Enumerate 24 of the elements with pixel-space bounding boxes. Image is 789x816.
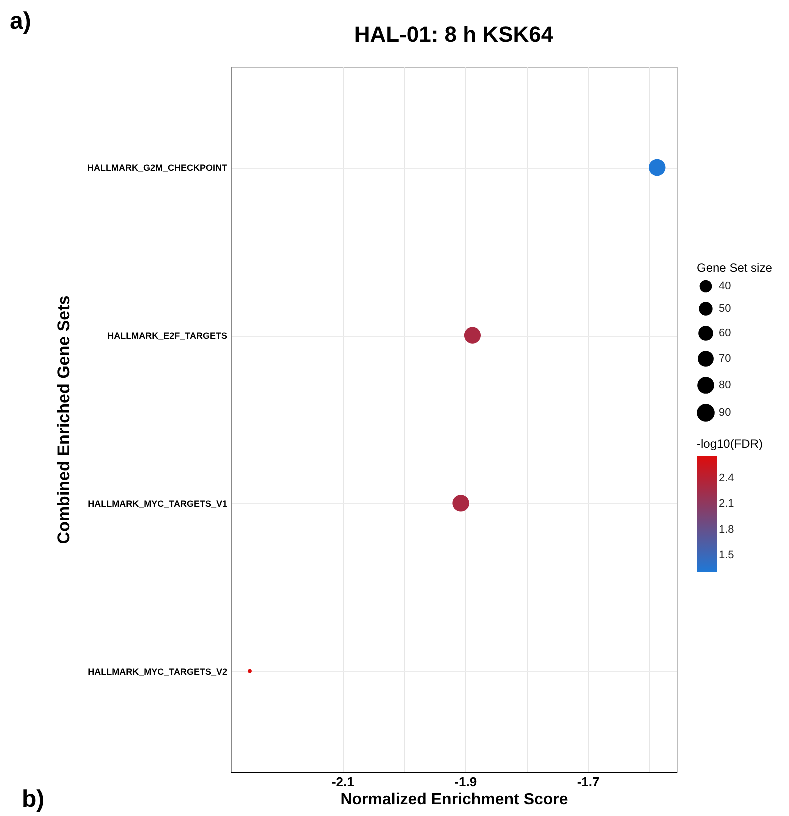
x-tick-label: -1.7 [577,774,600,790]
y-tick-label: HALLMARK_E2F_TARGETS [108,331,228,342]
legend-label: 80 [719,380,732,392]
color-bar-title: -log10(FDR) [697,437,764,451]
legend-title: Gene Set size [697,261,773,275]
color-bar-label: 2.1 [719,498,734,510]
color-bar-label: 2.4 [719,472,734,484]
chart-title: HAL-01: 8 h KSK64 [354,22,554,47]
x-tick-label: -2.1 [332,774,354,790]
y-tick-label: HALLMARK_MYC_TARGETS_V2 [88,666,228,677]
x-axis-title: Normalized Enrichment Score [340,792,568,808]
y-axis-title: Combined Enriched Gene Sets [54,296,74,544]
legend-label: 70 [719,353,732,365]
legend-label: 60 [719,328,732,340]
text: b) [22,786,45,813]
legend-label: 50 [719,303,732,315]
y-tick-label: HALLMARK_MYC_TARGETS_V1 [88,498,228,509]
x-tick-label: -1.9 [454,774,478,790]
color-bar-label: 1.8 [719,524,734,536]
color-bar-label: 1.5 [719,550,734,562]
legend-label: 40 [719,280,732,292]
y-tick-label: HALLMARK_G2M_CHECKPOINT [87,163,228,174]
text: a) [10,8,32,35]
legend-label: 90 [719,407,732,419]
